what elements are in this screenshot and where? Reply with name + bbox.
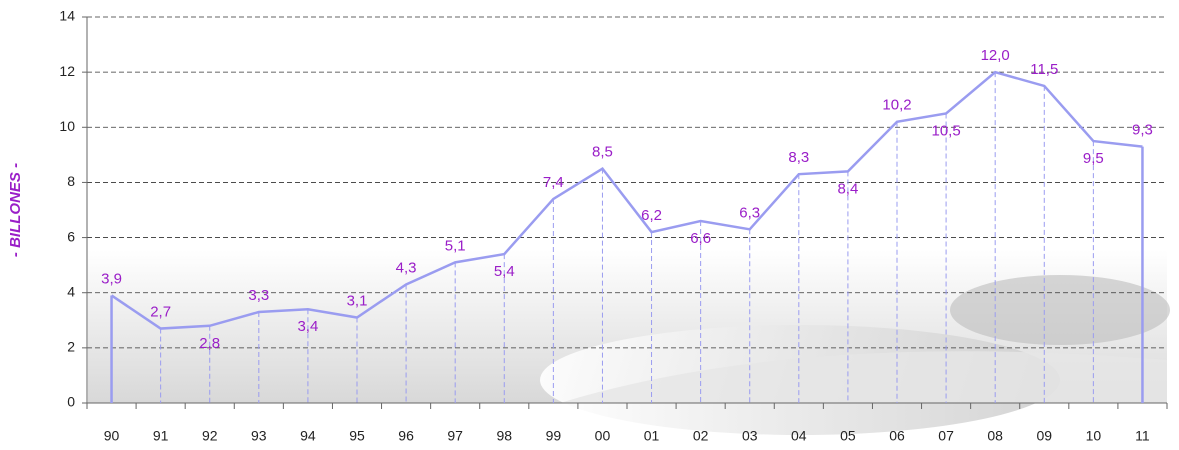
x-tick-label: 08 (987, 428, 1003, 444)
data-label: 8,5 (592, 144, 613, 161)
x-tick-label: 90 (104, 428, 120, 444)
data-label: 12,0 (981, 47, 1010, 64)
swoosh (950, 275, 1170, 345)
y-tick-label: 2 (67, 339, 75, 355)
x-tick-label: 01 (644, 428, 660, 444)
data-label: 4,3 (396, 259, 417, 276)
x-tick-label: 05 (840, 428, 856, 444)
y-axis-label: - BILLONES - (7, 163, 24, 257)
data-label: 10,2 (882, 97, 911, 114)
x-tick-label: 11 (1135, 428, 1150, 444)
x-tick-label: 93 (251, 428, 267, 444)
x-tick-label: 07 (938, 428, 954, 444)
x-tick-label: 96 (398, 428, 414, 444)
x-tick-label: 03 (742, 428, 758, 444)
line (110, 70, 1143, 330)
y-tick-label: 4 (67, 283, 75, 299)
x-tick-label: 92 (202, 428, 218, 444)
data-label: 5,1 (445, 237, 466, 254)
y-tick-label: 12 (59, 63, 75, 79)
x-tick-label: 95 (349, 428, 365, 444)
data-label: 5,4 (494, 263, 515, 280)
data-label: 7,4 (543, 174, 564, 191)
x-tick-label: 99 (546, 428, 562, 444)
x-tick-label: 10 (1086, 428, 1102, 444)
y-tick-label: 6 (67, 228, 75, 244)
x-tick-label: 00 (595, 428, 611, 444)
data-label: 6,6 (690, 230, 711, 247)
data-label: 8,3 (788, 149, 809, 166)
data-label: 2,8 (199, 335, 220, 352)
data-label: 2,7 (150, 304, 171, 321)
data-label: 10,5 (931, 122, 960, 139)
data-label: 9,5 (1083, 150, 1104, 167)
x-tick-label: 98 (496, 428, 512, 444)
data-label: 3,4 (297, 318, 318, 335)
data-label: 6,2 (641, 207, 662, 224)
x-tick-label: 94 (300, 428, 316, 444)
y-tick-label: 10 (59, 118, 75, 134)
x-tick-label: 04 (791, 428, 807, 444)
y-tick-label: 8 (67, 173, 75, 189)
data-label: 3,9 (101, 270, 122, 287)
data-label: 9,3 (1132, 122, 1153, 139)
y-tick-label: 14 (59, 8, 75, 24)
x-tick-label: 09 (1036, 428, 1052, 444)
data-label: 6,3 (739, 204, 760, 221)
x-tick-label: 02 (693, 428, 709, 444)
y-tick-label: 0 (67, 394, 75, 410)
data-label: 8,4 (837, 180, 858, 197)
data-label: 3,3 (248, 287, 269, 304)
x-tick-label: 06 (889, 428, 905, 444)
swoosh (560, 351, 1167, 403)
x-tick-label: 97 (447, 428, 463, 444)
data-label: 3,1 (347, 292, 368, 309)
data-label: 11,5 (1030, 61, 1058, 78)
x-tick-label: 91 (153, 428, 169, 444)
